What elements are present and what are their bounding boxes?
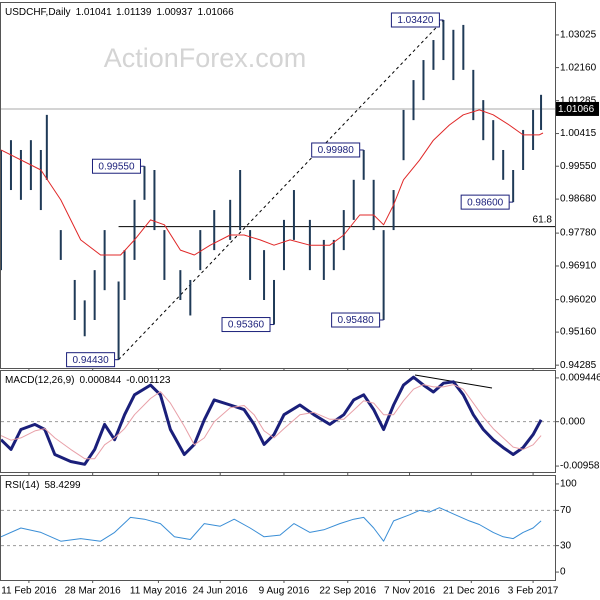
current-price-tag [556, 101, 599, 116]
y-tick-label: 0.96910 [560, 261, 597, 272]
series-line [1, 507, 542, 542]
x-tick-label: 11 Feb 2016 [1, 586, 57, 597]
plot-area [1, 19, 555, 361]
moving-average [1, 109, 544, 256]
annotation-label: 0.98600 [467, 197, 504, 208]
x-tick-label: 28 Mar 2016 [65, 586, 122, 597]
annotation-label: 0.94430 [72, 355, 109, 366]
panel-header: MACD(12,26,9) 0.000844 -0.001123 [5, 375, 171, 386]
plot-area [1, 507, 555, 547]
watermark: ActionForex.com [104, 43, 307, 73]
series-line [1, 384, 542, 460]
panel-header: USDCHF,Daily 1.01041 1.01139 1.00937 1.01066 [5, 7, 234, 18]
y-tick-label: 0.94285 [560, 360, 597, 371]
y-tick-label: 30 [560, 540, 572, 551]
y-tick-label: 0.009446 [560, 373, 600, 384]
y-tick-label: 1.03025 [560, 30, 597, 41]
annotation-label: 0.95360 [228, 320, 265, 331]
y-tick-label: 0.000 [560, 416, 585, 427]
series-line [1, 375, 543, 466]
y-tick-label: 0.95160 [560, 327, 597, 338]
plot-area [1, 375, 555, 466]
x-tick-label: 24 Jun 2016 [193, 586, 248, 597]
x-tick-label: 9 Aug 2016 [259, 586, 310, 597]
y-tick-label: 0.96020 [560, 294, 597, 305]
y-tick-label: 1.00415 [560, 128, 597, 139]
annotation-label: 0.99550 [98, 161, 135, 172]
x-tick-label: 7 Nov 2016 [384, 586, 436, 597]
y-tick-label: 100 [560, 479, 577, 490]
annotation-label: 1.03420 [397, 15, 434, 26]
y-tick-label: 70 [560, 505, 572, 516]
annotation-label: 0.99980 [318, 145, 355, 156]
header-value: 58.4299 [44, 480, 81, 491]
header-value: 1.01041 [76, 7, 113, 18]
fib-label: 61.8 [533, 214, 553, 225]
y-tick-label: 1.01285 [560, 95, 597, 106]
y-tick-label: 1.02160 [560, 62, 597, 73]
current-price-label: 1.01066 [558, 104, 595, 115]
annotation-label: 0.95480 [338, 315, 375, 326]
panel-title: USDCHF,Daily [5, 7, 71, 18]
header-value: 1.00937 [156, 7, 193, 18]
panel-title: MACD(12,26,9) [5, 375, 74, 386]
rsi-panel [0, 475, 556, 581]
y-tick-label: 0.99550 [560, 161, 597, 172]
x-tick-label: 21 Dec 2016 [443, 586, 500, 597]
panel-title: RSI(14) [5, 480, 39, 491]
header-value: -0.001123 [126, 375, 171, 386]
y-tick-label: 0.98680 [560, 194, 597, 205]
panel-header: RSI(14) 58.4299 [5, 480, 81, 491]
trend-line [118, 19, 444, 361]
y-tick-label: 0 [560, 567, 566, 578]
header-value: 0.000844 [79, 375, 121, 386]
y-tick-label: 0.97780 [560, 228, 597, 239]
header-value: 1.01066 [198, 7, 235, 18]
y-tick-label: -0.009588 [560, 461, 600, 472]
x-tick-label: 22 Sep 2016 [319, 586, 376, 597]
x-tick-label: 3 Feb 2017 [508, 586, 559, 597]
header-value: 1.01139 [116, 7, 152, 18]
x-tick-label: 11 May 2016 [130, 586, 188, 597]
